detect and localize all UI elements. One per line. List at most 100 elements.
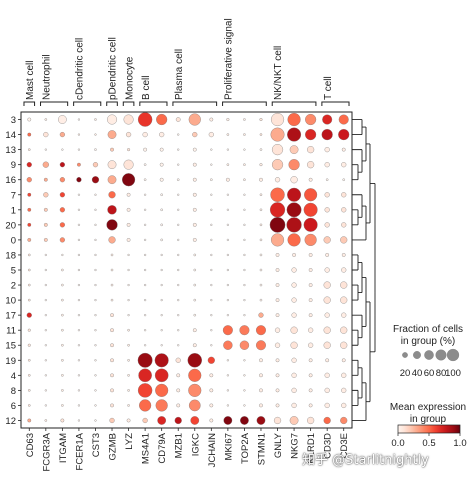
dot-11-NKG7 (290, 326, 298, 334)
y-tick-label: 11 (6, 326, 16, 337)
dot-15-JCHAIN (210, 344, 213, 347)
dot-14-IGKC (192, 131, 198, 138)
dot-19-JCHAIN (207, 356, 215, 364)
size-legend-label: 100 (445, 368, 461, 379)
dot-4-CD79A (154, 368, 169, 383)
dot-2-CST3 (94, 283, 97, 287)
dot-20-MS4A1 (144, 223, 147, 226)
dot-17-CD3E (341, 312, 347, 318)
dot-7-MZB1 (177, 193, 180, 196)
dot-20-CD3E (341, 222, 347, 228)
size-legend-title: Fraction of cells in group (%) (393, 324, 463, 347)
dot-18-NKG7 (292, 253, 296, 257)
dot-5-CD79A (160, 268, 163, 272)
dot-20-FCGR3A (43, 222, 48, 227)
color-legend-title: Mean expression in group (390, 402, 466, 425)
dot-14-GZMB (107, 130, 117, 139)
dot-7-MKI67 (226, 193, 229, 196)
dot-7-TOP2A (243, 193, 246, 196)
dot-16-CD63 (26, 177, 32, 183)
dot-3-CD79A (156, 113, 168, 126)
dot-12-CST3 (94, 419, 97, 422)
dot-1-CD3E (341, 207, 347, 213)
group-bracket (122, 101, 135, 106)
group-label: NK/NKT cell (273, 46, 284, 100)
x-tick-label: NKG7 (290, 433, 301, 459)
dot-9-MS4A1 (143, 163, 147, 166)
dot-18-ITGAM (61, 253, 64, 257)
y-tick-label: 0 (11, 235, 16, 246)
dot-10-FCGR3A (44, 299, 47, 302)
y-tick-label: 16 (5, 175, 16, 186)
dot-20-GNLY (269, 217, 286, 233)
x-tick-label: KLRD1 (306, 433, 317, 464)
dot-13-FCGR3A (44, 148, 47, 151)
dot-8-CST3 (94, 389, 97, 392)
dot-1-IGKC (192, 207, 197, 212)
y-tick-label: 19 (5, 356, 16, 367)
dot-19-TOP2A (243, 359, 246, 362)
dot-5-TOP2A (243, 268, 246, 272)
dot-6-STMN1 (259, 403, 263, 408)
dot-3-CD3E (338, 114, 349, 125)
dot-20-MZB1 (177, 223, 180, 226)
dot-12-MKI67 (223, 416, 233, 425)
dot-4-GZMB (110, 373, 114, 378)
dot-12-FCGR3A (44, 419, 48, 422)
dot-3-MS4A1 (137, 112, 153, 127)
dot-19-MS4A1 (137, 352, 153, 368)
dot-8-CD3D (324, 387, 330, 393)
dot-4-KLRD1 (308, 373, 313, 378)
dot-16-CD3E (342, 178, 345, 181)
dot-20-NKG7 (286, 217, 302, 233)
dot-2-STMN1 (259, 283, 263, 287)
x-tick-label: FCER1A (74, 432, 85, 470)
size-legend-label: 20 (400, 368, 411, 379)
dot-8-LYZ (127, 389, 130, 392)
dot-18-CD3E (341, 253, 346, 257)
dot-2-GZMB (110, 283, 114, 287)
dot-7-STMN1 (259, 193, 263, 197)
dot-0-JCHAIN (210, 238, 213, 241)
dot-0-LYZ (126, 238, 131, 242)
dot-1-TOP2A (243, 208, 246, 211)
x-tick-label: ITGAM (58, 433, 69, 463)
dot-18-CD79A (160, 253, 163, 257)
dot-12-FCER1A (77, 419, 81, 422)
group-bracket (172, 101, 218, 106)
dot-7-JCHAIN (210, 193, 213, 196)
dot-4-CST3 (94, 374, 97, 377)
dot-2-IGKC (193, 283, 197, 287)
dot-1-NKG7 (286, 202, 302, 218)
dot-6-FCGR3A (44, 404, 47, 407)
dot-5-ITGAM (61, 268, 64, 272)
dot-13-CD63 (28, 148, 31, 151)
dot-6-MS4A1 (139, 399, 152, 412)
dot-14-FCER1A (77, 133, 81, 136)
dot-5-GNLY (275, 268, 280, 272)
size-legend-label: 60 (424, 368, 435, 379)
dot-17-ITGAM (61, 313, 64, 317)
dot-20-CD63 (27, 222, 32, 227)
dot-6-IGKC (188, 399, 201, 412)
dot-2-CD3E (340, 281, 348, 289)
dot-7-CD3E (341, 192, 347, 198)
group-label: Mast cell (25, 61, 36, 100)
dot-6-CD63 (28, 404, 31, 407)
x-tick-label: MS4A1 (141, 433, 152, 464)
dot-15-LYZ (127, 343, 130, 347)
dot-1-GNLY (269, 202, 286, 218)
dot-7-FCER1A (77, 193, 81, 196)
dot-4-TOP2A (243, 374, 246, 377)
dot-4-FCER1A (77, 374, 81, 377)
dot-0-MZB1 (177, 238, 180, 241)
dot-6-CD3D (324, 402, 330, 409)
dot-12-GZMB (109, 417, 115, 424)
dot-14-ITGAM (59, 131, 65, 138)
dot-14-KLRD1 (305, 129, 317, 141)
dot-3-CST3 (94, 118, 97, 121)
dot-12-IGKC (190, 416, 200, 425)
dot-9-MKI67 (226, 163, 230, 166)
dot-12-STMN1 (256, 416, 266, 425)
dot-3-LYZ (123, 114, 134, 125)
